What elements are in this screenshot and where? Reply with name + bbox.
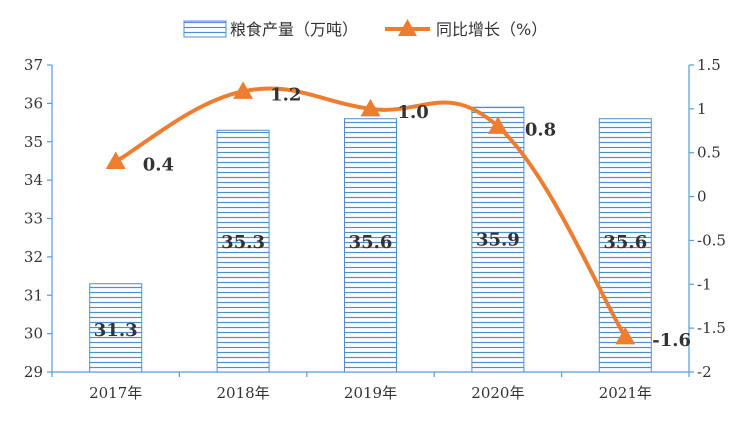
bar-data-label: 35.3 [221,232,265,253]
y-axis-left-ticks: 29 30 31 32 33 34 35 36 37 [24,56,52,381]
legend-bar-label: 粮食产量（万吨） [230,20,358,39]
bar [216,129,270,373]
legend-item-line: 同比增长（%） [385,19,547,39]
bar [471,106,525,373]
y-axis-right-tick-label: 1 [697,100,707,118]
y-axis-right-ticks: -2 -1.5 -1 -0.5 0 0.5 1 1.5 [689,56,726,381]
y-axis-right-tick-label: 0 [697,188,707,206]
y-axis-left-tick-label: 35 [24,133,43,151]
y-axis-right-tick-label: -1.5 [697,319,726,337]
line-marker [615,326,636,345]
bar-data-label: 31.3 [94,320,138,341]
line-data-label: 1.2 [270,84,301,105]
bar [344,118,397,373]
y-axis-right-tick-label: 1.5 [697,56,721,74]
line-data-label: -1.6 [652,330,691,351]
line-marker [105,151,126,169]
bar-data-label: 35.9 [476,230,520,251]
line-marker [233,81,254,99]
y-axis-left-tick-label: 34 [24,171,43,189]
bar-series: 31.3 35.3 35.6 35.9 35.6 [89,106,652,373]
line-marker [487,116,508,134]
legend-item-bar: 粮食产量（万吨） [183,20,358,39]
line-marker [360,98,381,117]
y-axis-right-tick-label: -2 [697,363,712,381]
line-series: 0.4 1.2 1.0 0.8 -1.6 [105,81,691,351]
legend-line-label: 同比增长（%） [436,20,547,39]
bar [89,283,143,373]
legend-bar-swatch [183,20,227,38]
y-axis-left-tick-label: 29 [24,363,43,381]
line-data-label: 0.8 [525,119,556,140]
y-axis-left-tick-label: 32 [24,248,43,266]
x-axis-tick-label: 2018年 [217,384,270,402]
y-axis-right-tick-label: 0.5 [697,144,721,162]
y-axis-left-tick-label: 36 [24,94,43,112]
legend-line-marker [398,19,417,36]
y-axis-right-tick-label: -0.5 [697,231,726,249]
x-axis-tick-label: 2020年 [471,384,524,402]
x-axis-tick-label: 2019年 [344,384,397,402]
y-axis-left-tick-label: 30 [24,325,43,343]
legend: 粮食产量（万吨） 同比增长（%） [183,19,547,39]
y-axis-right-tick-label: -1 [697,275,712,293]
bar-data-label: 35.6 [603,232,647,253]
bar-data-label: 35.6 [349,232,393,253]
x-axis-tick-label: 2021年 [599,384,652,402]
y-axis-left-tick-label: 31 [24,286,43,304]
x-axis-tick-label: 2017年 [89,384,142,402]
x-axis-ticks: 2017年 2018年 2019年 2020年 2021年 [51,372,690,402]
line-data-label: 0.4 [143,154,174,175]
line-data-label: 1.0 [398,102,429,123]
y-axis-left-tick-label: 33 [24,210,43,228]
growth-line [113,86,628,339]
y-axis-left-tick-label: 37 [24,56,43,74]
